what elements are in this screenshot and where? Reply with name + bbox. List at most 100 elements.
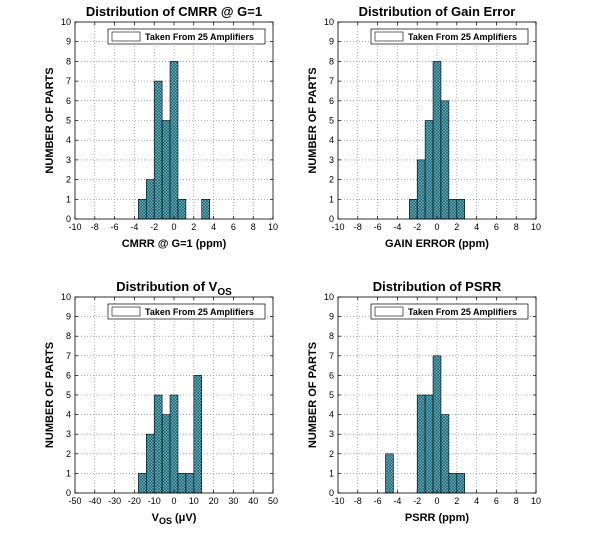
histogram-bar [456, 473, 466, 494]
chart-4: -10 -8 -6 -4 -2 0 2 4 6 8 10 0 1 2 3 4 5 6 7 8 9 10 Distributi… [307, 279, 541, 524]
histogram-bar [145, 433, 155, 494]
x-tick-label: -4 [130, 222, 138, 232]
x-tick-label: 30 [228, 496, 238, 506]
histogram-bar [408, 199, 418, 220]
legend-swatch [111, 31, 141, 42]
y-tick-label: 3 [66, 429, 71, 439]
histogram-bar [185, 473, 195, 494]
x-tick-label: -30 [108, 496, 121, 506]
y-axis-label: NUMBER OF PARTS [44, 342, 56, 448]
histogram-bar [201, 199, 210, 220]
y-axis-label: NUMBER OF PARTS [307, 67, 319, 173]
x-axis-label-text: GAIN ERROR (ppm) [385, 238, 489, 250]
x-tick-label: 6 [231, 222, 236, 232]
x-tick-label: -2 [413, 222, 421, 232]
y-tick-label: 4 [329, 410, 334, 420]
x-tick-label: 4 [474, 496, 479, 506]
histogram-bar [424, 394, 434, 494]
x-tick-label: 0 [434, 222, 439, 232]
x-tick-label: 2 [454, 496, 459, 506]
y-tick-label: 5 [329, 116, 334, 126]
legend-box [370, 303, 529, 320]
y-tick-label: 6 [66, 370, 71, 380]
histogram-bar [169, 394, 179, 494]
histogram-bar [193, 375, 203, 494]
histogram-bar [416, 394, 426, 494]
legend-swatch [374, 306, 404, 317]
x-axis-label-text: CMRR @ G=1 (ppm) [122, 238, 227, 250]
x-tick-label: -6 [374, 222, 382, 232]
chart-title: Distribution of CMRR @ G=1 [86, 4, 262, 19]
y-tick-label: 3 [329, 429, 334, 439]
legend-swatch [111, 306, 141, 317]
y-tick-label: 6 [329, 96, 334, 106]
chart-title: Distribution of Gain Error [359, 4, 516, 19]
x-tick-label: 0 [171, 222, 176, 232]
x-tick-label: 2 [454, 222, 459, 232]
y-tick-label: 3 [66, 155, 71, 165]
legend-label: Taken From 25 Amplifiers [145, 32, 254, 42]
histogram-bar [138, 199, 147, 220]
y-tick-label: 9 [66, 37, 71, 47]
x-tick-label: 4 [474, 222, 479, 232]
y-axis-label: NUMBER OF PARTS [44, 67, 56, 173]
histogram-bar [161, 120, 171, 220]
x-axis-label: CMRR @ G=1 (ppm) [122, 238, 227, 250]
x-axis-label: VOS (μV) [152, 512, 197, 526]
legend-label: Taken From 25 Amplifiers [145, 307, 254, 317]
x-tick-label: -10 [148, 496, 161, 506]
histogram-bar [177, 473, 187, 494]
histogram-bar [456, 199, 466, 220]
x-axis-label-unit: (μV) [172, 512, 197, 524]
y-tick-label: 8 [66, 56, 71, 66]
y-tick-label: 7 [66, 76, 71, 86]
y-tick-label: 6 [329, 370, 334, 380]
chart-1: -10 -8 -6 -4 -2 0 2 4 6 8 10 0 1 2 3 4 5 6 7 8 9 10 Distributi… [44, 4, 278, 250]
y-tick-label: 10 [61, 292, 71, 302]
y-tick-label: 7 [329, 76, 334, 86]
y-tick-label: 6 [66, 96, 71, 106]
x-tick-label: 10 [189, 496, 199, 506]
y-tick-label: 9 [329, 37, 334, 47]
chart-title-text: Distribution of CMRR @ G=1 [86, 4, 262, 19]
y-tick-label: 1 [66, 468, 71, 478]
chart-title-text: Distribution of V [116, 279, 217, 294]
legend-label: Taken From 25 Amplifiers [408, 307, 517, 317]
y-tick-label: 4 [66, 135, 71, 145]
x-tick-label: 6 [494, 222, 499, 232]
x-tick-label: -40 [88, 496, 101, 506]
chart-2: -10 -8 -6 -4 -2 0 2 4 6 8 10 0 1 2 3 4 5 6 7 8 9 10 Distributi… [307, 4, 541, 250]
x-tick-label: 8 [514, 222, 519, 232]
x-tick-label: -10 [331, 496, 344, 506]
y-tick-label: 2 [66, 449, 71, 459]
x-tick-label: 8 [514, 496, 519, 506]
chart-title: Distribution of VOS [116, 279, 232, 298]
x-tick-label: -20 [128, 496, 141, 506]
histogram-bar [416, 159, 426, 220]
y-tick-label: 10 [61, 17, 71, 27]
x-tick-label: 40 [248, 496, 258, 506]
x-axis-label-text: V [152, 512, 160, 524]
legend-box [370, 28, 529, 45]
histogram-bar [385, 453, 394, 494]
histogram-bar [161, 414, 171, 494]
histogram-bar [448, 473, 458, 494]
x-tick-label: 10 [268, 222, 278, 232]
x-tick-label: -6 [111, 222, 119, 232]
y-tick-label: 8 [329, 331, 334, 341]
histogram-bar [448, 199, 458, 220]
x-tick-label: 4 [211, 222, 216, 232]
x-axis-label-subscript: OS [159, 516, 172, 526]
x-tick-label: 50 [268, 496, 278, 506]
y-tick-label: 7 [66, 351, 71, 361]
x-tick-label: -2 [413, 496, 421, 506]
y-axis-label: NUMBER OF PARTS [307, 342, 319, 448]
x-tick-label: -8 [91, 222, 99, 232]
x-tick-label: -8 [354, 496, 362, 506]
histogram-bar [432, 355, 442, 494]
x-tick-label: 0 [171, 496, 176, 506]
chart-title-subscript: OS [217, 287, 232, 298]
y-tick-label: 2 [329, 449, 334, 459]
x-axis-label: PSRR (ppm) [405, 512, 470, 524]
